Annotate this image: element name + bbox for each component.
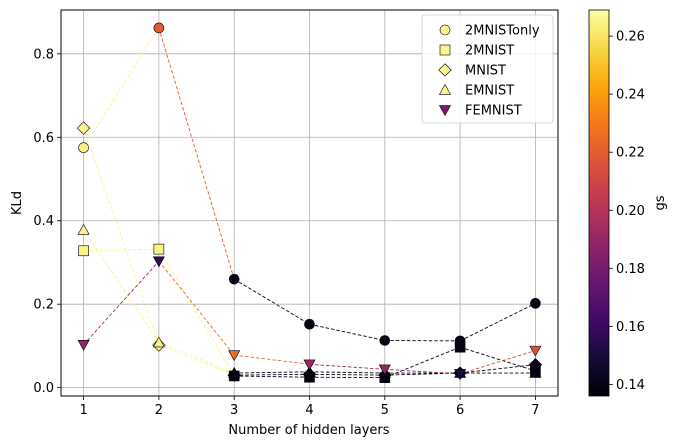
data-point [77,223,90,235]
legend-entry-label: FEMNIST [465,104,522,119]
legend-box [421,14,554,124]
legend-marker [439,44,451,56]
x-tick-label: 6 [456,403,464,418]
series-segment [234,375,310,378]
legend-marker [438,105,452,117]
y-tick-label: 0.2 [33,298,54,313]
legend-entry-label: MNIST [465,64,506,79]
series-lines [83,27,536,379]
data-point [228,366,241,378]
series-segment [309,373,385,376]
data-point [78,142,89,154]
series-segment [459,350,536,375]
data-point [379,335,391,346]
x-axis-ticks: 1 2 3 4 5 6 7 [79,396,540,418]
data-point [303,365,316,377]
series-segment [83,229,160,343]
data-point [529,366,542,378]
data-point [153,243,165,255]
series-segment [83,127,160,346]
series-segment [459,346,536,372]
y-axis-ticks: 0.0 0.2 0.4 0.6 0.8 [33,47,61,396]
series-segment [158,342,235,374]
x-tick-label: 4 [305,403,313,418]
data-point [152,256,165,268]
colorbar-tick-label: 0.18 [616,262,645,277]
series-segment [83,248,159,252]
x-tick-label: 3 [230,403,238,418]
y-axis-label: KLd [10,191,25,215]
data-point [378,364,391,376]
colorbar-gradient [588,9,610,397]
x-tick-label: 7 [531,403,539,418]
colorbar-label: gs [653,195,668,210]
y-tick-label: 0.6 [33,131,54,146]
plot-frame [60,9,559,397]
x-tick-label: 2 [155,403,163,418]
data-point [304,318,315,330]
y-tick-label: 0.0 [33,381,54,396]
series-segment [83,27,160,148]
series-segment [459,302,536,342]
legend: 2MNISTonly 2MNIST MNIST EMNIST FEMNIST [421,14,554,124]
data-point [76,121,91,135]
legend-marker [438,63,452,77]
colorbar-tick-label: 0.20 [616,204,645,219]
data-point [228,350,241,362]
series-segment [234,371,310,374]
colorbar-tick-label: 0.22 [616,146,645,161]
x-tick-label: 5 [381,403,389,418]
data-point [454,369,467,381]
data-point [152,336,165,348]
x-axis-label: Number of hidden layers [228,423,389,438]
series-segment [384,346,461,379]
series-segment [309,323,385,341]
colorbar-tick-label: 0.24 [616,88,645,103]
colorbar-tick-label: 0.16 [616,320,645,335]
colorbar-tick-label: 0.14 [616,378,645,393]
series-segment [309,371,385,374]
series-segment [83,260,160,345]
legend-marker [439,24,451,36]
legend-entry-label: 2MNIST [465,44,514,59]
series-segment [158,248,235,377]
y-tick-label: 0.8 [33,47,54,62]
series-segment [158,260,235,356]
series-points [76,22,543,383]
data-point [454,341,466,353]
data-point [529,345,542,357]
series-segment [234,354,310,365]
data-point [228,273,240,285]
series-segment [460,364,536,374]
series-segment [233,278,310,325]
data-point [77,339,90,351]
colorbar: 0.14 0.16 0.18 0.20 0.22 0.24 0.26 [588,9,645,397]
data-point [303,359,316,371]
colorbar-tick-label: 0.26 [616,30,645,45]
series-segment [158,27,235,280]
y-tick-label: 0.4 [33,214,54,229]
legend-entry-label: 2MNISTonly [465,24,540,39]
series-segment [384,368,461,375]
x-tick-label: 1 [79,403,87,418]
series-segment [158,344,235,376]
legend-entry-label: EMNIST [465,84,514,99]
series-segment [309,363,385,370]
data-point [153,22,165,34]
data-point [530,298,541,309]
data-point [78,245,89,257]
legend-marker [438,83,452,95]
series-segment [234,373,310,376]
